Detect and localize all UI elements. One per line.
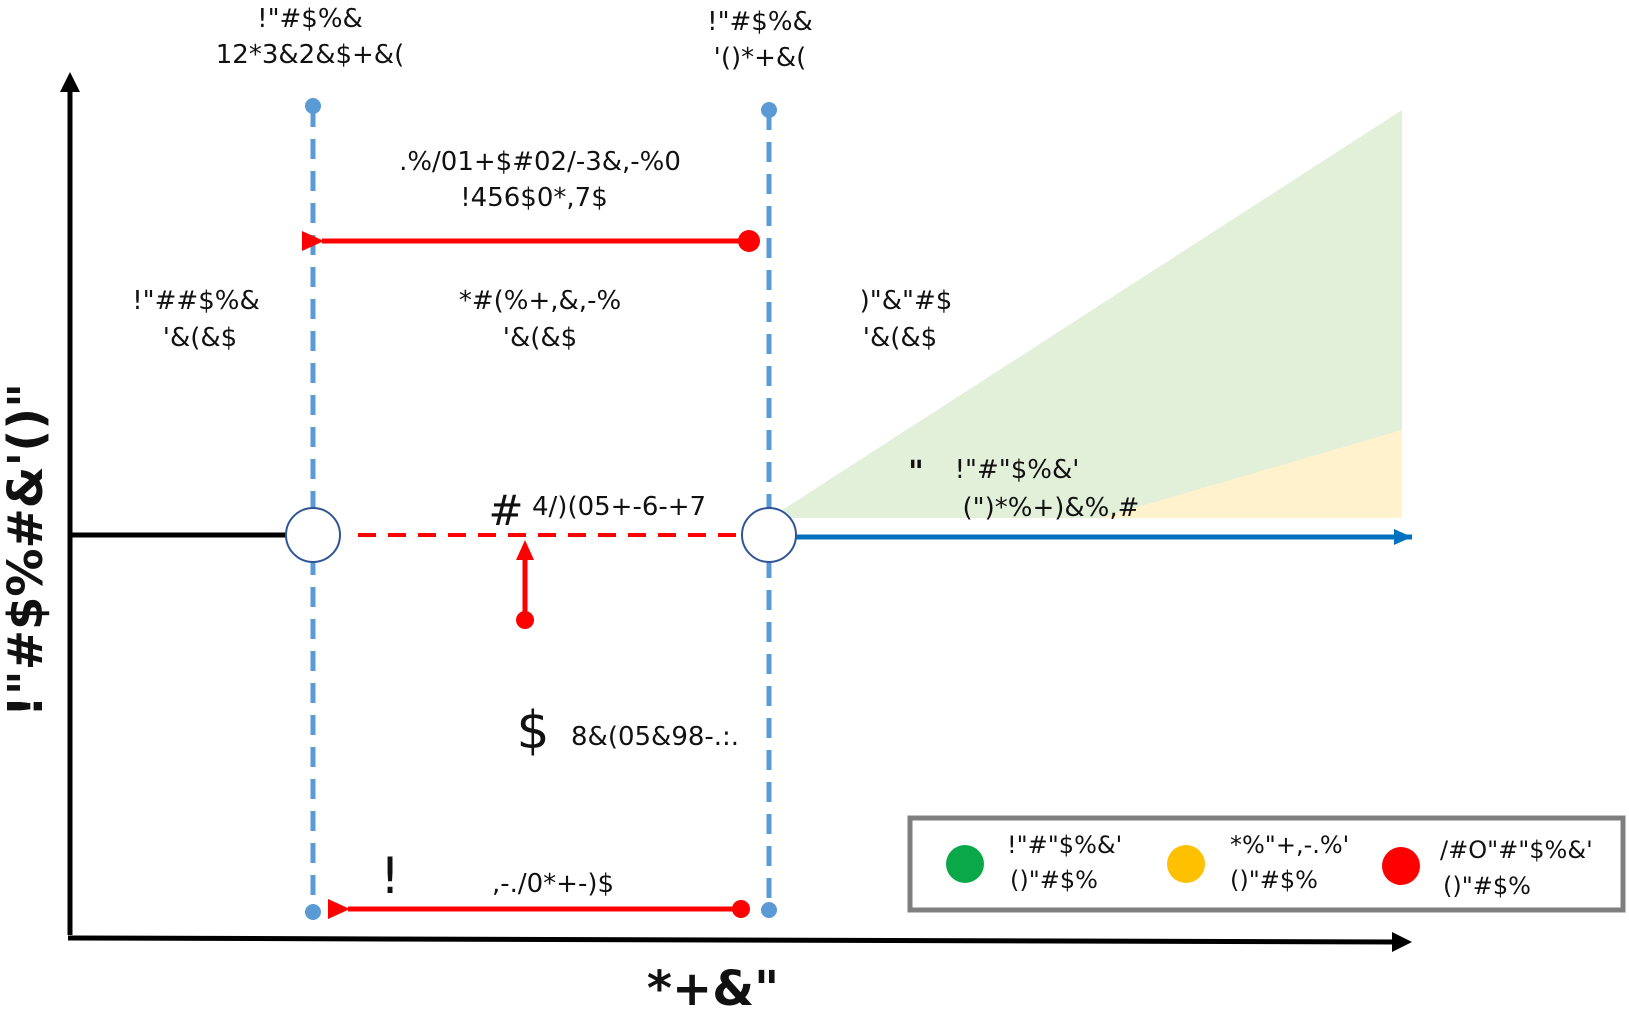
hash-annotation: 4/)(05+-6-+7 xyxy=(532,492,706,522)
safe-zone-green xyxy=(770,110,1402,518)
top-arrow-label-line1: .%/01+$#02/-3&,-%0 xyxy=(399,147,681,177)
x-axis-title: *+&" xyxy=(647,961,779,1015)
legend: !"#"$%&' ()"#$% *%"+,-.%' ()"#$% /#O"#"$… xyxy=(907,815,1626,913)
safe-zone-label-line2: (")*%+)&%,# xyxy=(963,493,1140,523)
y-axis-arrowhead xyxy=(60,72,80,92)
top-arrow-label-line2: !456$0*,7$ xyxy=(460,183,607,213)
legend-item-2-line1: *%"+,-.%' xyxy=(1230,831,1349,859)
region-right-label-line2: '&(&$ xyxy=(863,323,937,353)
left-boundary-title-line2: 12*3&2&$+&( xyxy=(216,40,404,70)
left-boundary-title-line1: !"#$%& xyxy=(257,4,363,34)
legend-item-3-line1: /#O"#"$%&' xyxy=(1440,836,1593,864)
legend-swatch-green xyxy=(946,845,984,883)
up-red-arrow-start xyxy=(516,611,534,629)
legend-swatch-red xyxy=(1382,847,1420,885)
up-red-arrowhead xyxy=(516,540,534,560)
right-boundary-title-line2: '()*+&( xyxy=(714,43,807,73)
region-left-label-line2: '&(&$ xyxy=(163,323,237,353)
right-boundary-bottom-dot xyxy=(761,902,777,918)
legend-item-1-line2: ()"#$% xyxy=(1010,866,1098,894)
right-boundary-top-dot xyxy=(761,102,777,118)
safe-zone-label-line1: !"#"$%&' xyxy=(955,455,1080,485)
bottom-arrow-label: ,-./0*+-)$ xyxy=(492,869,614,899)
bottom-red-arrow-start xyxy=(732,900,750,918)
dollar-marker: $ xyxy=(516,701,549,761)
region-right-label-line1: )"&"#$ xyxy=(860,286,953,316)
bang-marker: ! xyxy=(380,847,400,905)
legend-item-2-line2: ()"#$% xyxy=(1230,866,1318,894)
x-axis xyxy=(67,935,1401,945)
legend-box xyxy=(907,815,1626,913)
region-left-label-line1: !"##$%& xyxy=(132,286,259,316)
legend-item-1-line1: !"#"$%&' xyxy=(1007,831,1122,859)
region-middle-label-line1: *#(%+,&,-% xyxy=(459,286,621,316)
safe-zone-marker: " xyxy=(908,455,924,490)
hash-marker: # xyxy=(488,486,523,535)
right-node-circle xyxy=(741,507,797,563)
legend-swatch-yellow xyxy=(1167,845,1205,883)
left-boundary-bottom-dot xyxy=(305,904,321,920)
right-boundary-title-line1: !"#$%& xyxy=(707,7,813,37)
y-axis-title: !"#$%#&'()" xyxy=(0,383,54,717)
region-middle-label-line2: '&(&$ xyxy=(503,323,577,353)
x-axis-arrowhead xyxy=(1392,932,1412,952)
top-red-arrow-start xyxy=(738,230,760,252)
legend-item-3-line2: ()"#$% xyxy=(1443,872,1531,900)
left-node-circle xyxy=(285,507,341,563)
safe-zone-yellow xyxy=(1100,430,1402,518)
dollar-annotation: 8&(05&98-.:. xyxy=(571,722,739,752)
left-boundary-top-dot xyxy=(305,98,321,114)
